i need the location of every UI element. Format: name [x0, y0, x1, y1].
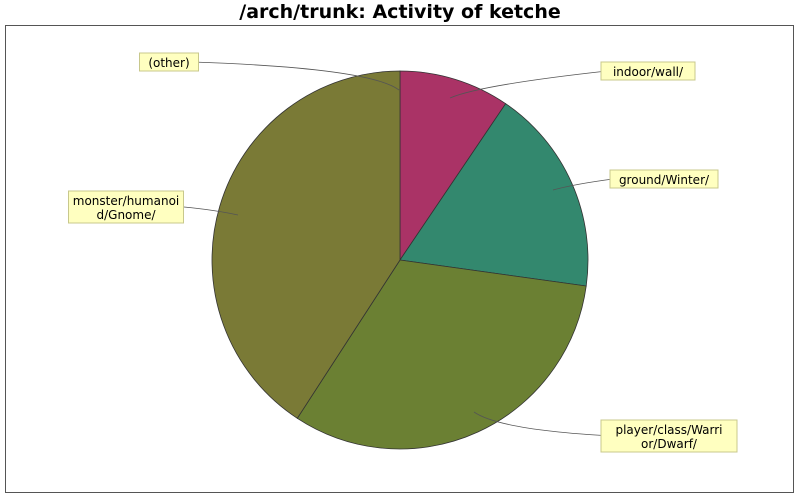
label-text: indoor/wall/	[613, 65, 684, 79]
pie-slice-4	[211, 70, 401, 419]
slice-label-5: (other)	[139, 52, 199, 72]
slice-label-1: indoor/wall/	[600, 61, 696, 81]
label-text: or/Dwarf/	[641, 437, 698, 451]
label-text: monster/humanoi	[73, 194, 180, 208]
label-box	[600, 61, 696, 81]
chart-title: /arch/trunk: Activity of ketche	[239, 1, 561, 23]
leader-line-2	[552, 178, 614, 191]
slice-label-2: ground/Winter/	[609, 169, 719, 189]
label-text: ground/Winter/	[619, 173, 710, 187]
label-box	[609, 169, 719, 189]
pie-slice-2	[399, 103, 589, 287]
leader-line-1	[449, 70, 608, 99]
pie-slice-1	[399, 70, 507, 262]
leader-line-3	[473, 411, 613, 437]
label-text: d/Gnome/	[96, 208, 156, 222]
label-box	[600, 419, 738, 453]
label-text: (other)	[148, 56, 189, 70]
label-box	[68, 190, 184, 224]
label-box	[139, 52, 199, 72]
leader-line-5	[192, 61, 400, 91]
label-text: player/class/Warri	[615, 423, 722, 437]
leader-line-4	[183, 206, 239, 216]
